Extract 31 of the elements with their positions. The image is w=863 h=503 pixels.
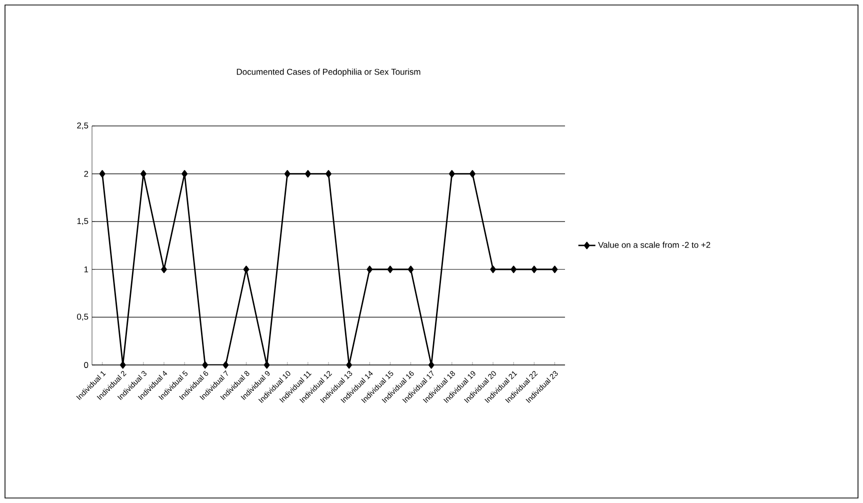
point	[202, 361, 208, 369]
point	[120, 361, 126, 369]
point	[284, 170, 290, 178]
y-tick-label: 1	[84, 266, 88, 272]
point	[346, 361, 352, 369]
point	[182, 170, 188, 178]
point	[366, 266, 373, 274]
point	[243, 266, 250, 274]
point	[531, 266, 538, 274]
point	[470, 170, 476, 178]
point	[510, 266, 517, 274]
y-tick-label: 0,5	[77, 314, 88, 321]
y-tick-label: 1,5	[77, 218, 88, 226]
y-tick-label: 2	[84, 170, 88, 177]
point	[99, 170, 106, 178]
chart-title: Documented Cases of Pedophilia or Sex Tourism	[236, 68, 420, 76]
point	[428, 361, 434, 369]
y-tick-label: 2,5	[77, 122, 88, 130]
point	[387, 266, 394, 274]
point	[326, 170, 332, 178]
point	[140, 170, 146, 178]
point	[490, 266, 496, 274]
point	[222, 361, 229, 369]
point	[264, 361, 270, 369]
point	[448, 170, 455, 178]
legend-label: Value on a scale from -2 to +2	[598, 242, 710, 248]
point	[161, 266, 167, 274]
point	[552, 266, 558, 274]
y-tick-label: 0	[84, 362, 88, 368]
point	[304, 170, 311, 178]
point	[408, 266, 414, 274]
